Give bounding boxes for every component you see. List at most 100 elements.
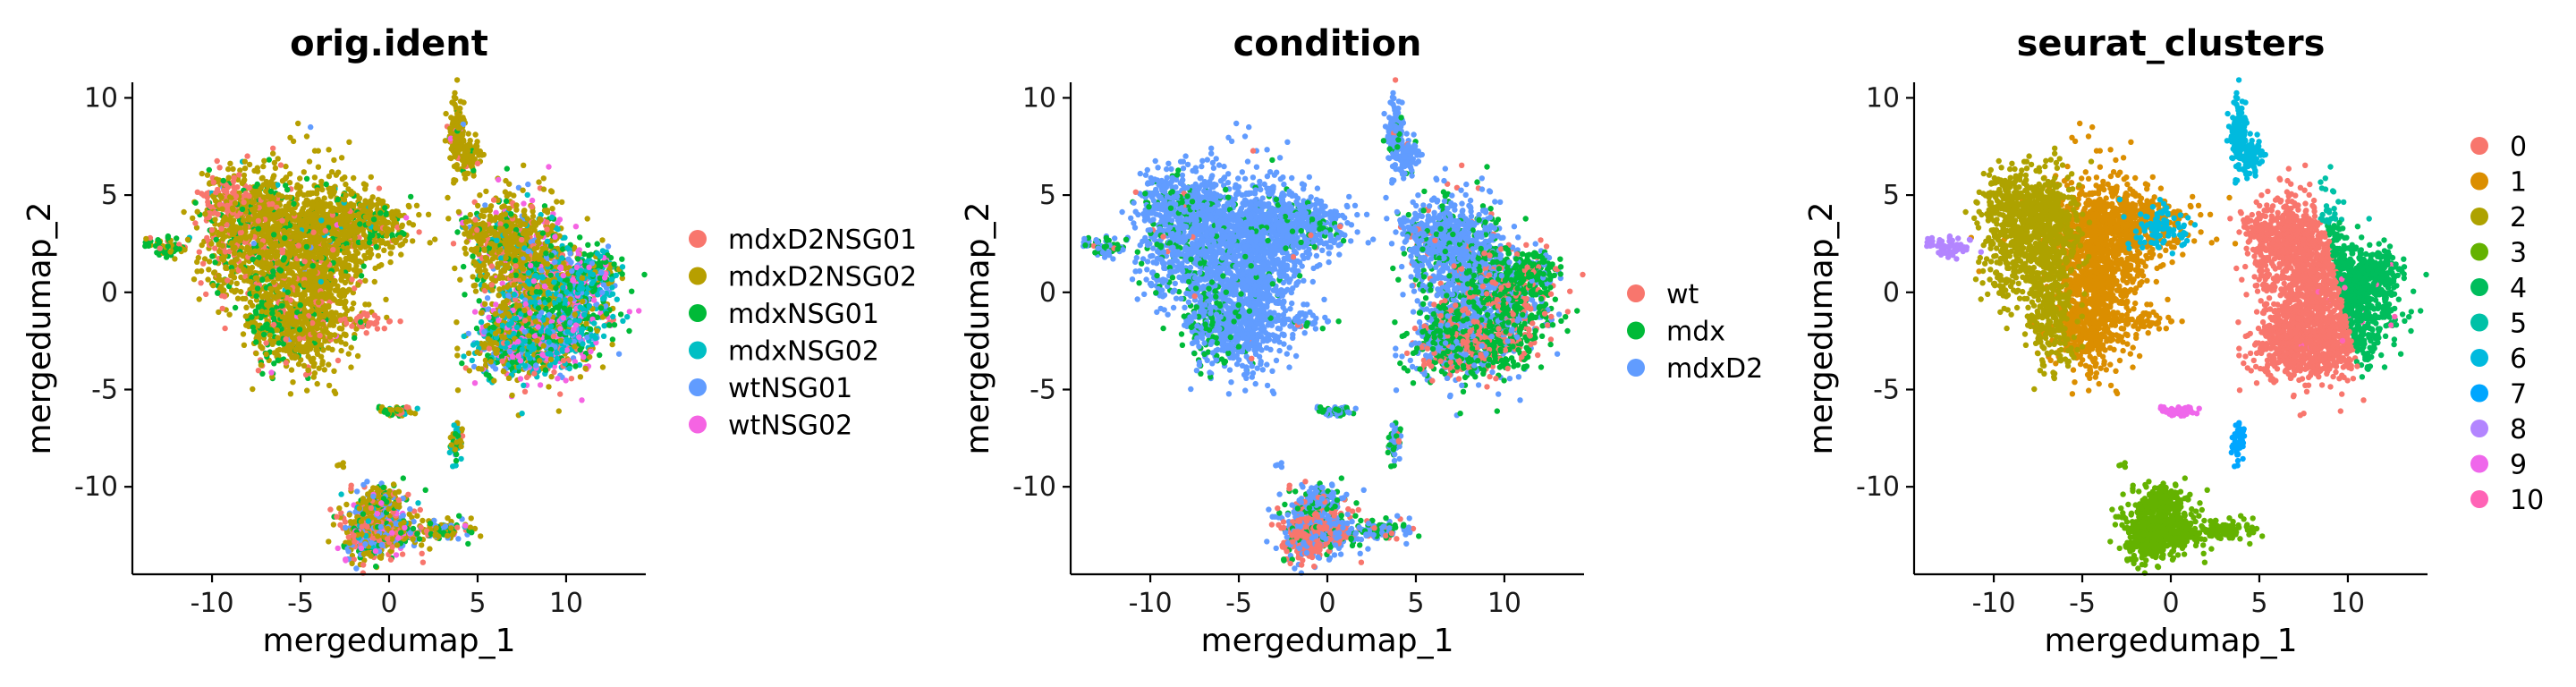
data-point xyxy=(557,391,564,397)
data-point xyxy=(190,215,196,222)
data-point xyxy=(319,186,326,193)
data-point xyxy=(252,204,258,211)
data-point xyxy=(259,260,266,267)
data-point xyxy=(471,309,479,315)
data-point xyxy=(534,261,540,268)
data-point xyxy=(480,262,487,268)
data-point xyxy=(505,293,512,299)
data-point xyxy=(242,165,249,172)
data-point xyxy=(327,273,334,279)
data-point xyxy=(287,391,294,397)
data-point xyxy=(326,237,333,244)
data-point xyxy=(326,147,332,153)
data-point xyxy=(387,250,394,257)
data-point xyxy=(308,190,314,196)
data-point xyxy=(403,215,410,221)
data-point xyxy=(206,166,212,174)
data-point xyxy=(318,178,325,185)
data-point xyxy=(292,346,299,353)
data-point xyxy=(342,273,348,279)
data-point xyxy=(387,259,394,266)
data-point xyxy=(269,310,275,317)
data-point xyxy=(432,236,438,242)
data-point xyxy=(375,252,382,259)
data-point xyxy=(267,298,274,304)
data-point xyxy=(480,213,487,219)
data-point xyxy=(482,274,489,280)
data-point xyxy=(551,369,557,376)
data-point xyxy=(274,327,280,334)
data-point xyxy=(269,182,276,188)
data-point xyxy=(341,331,347,337)
data-point xyxy=(297,313,303,319)
data-point xyxy=(549,206,555,212)
data-point xyxy=(544,208,550,214)
data-point xyxy=(286,345,292,352)
data-point xyxy=(227,160,233,166)
data-point xyxy=(517,376,524,382)
data-point xyxy=(246,184,252,191)
data-point xyxy=(465,350,472,357)
data-point xyxy=(205,276,211,283)
data-point xyxy=(275,322,283,328)
data-point xyxy=(291,210,297,216)
data-point xyxy=(206,259,213,265)
data-point xyxy=(546,291,552,297)
data-point xyxy=(600,333,607,339)
data-point xyxy=(378,262,385,268)
data-point xyxy=(504,297,510,304)
data-point xyxy=(326,287,332,293)
data-point xyxy=(500,275,506,281)
data-point xyxy=(203,291,209,298)
data-point xyxy=(502,302,508,309)
data-point xyxy=(540,186,547,192)
data-point xyxy=(283,336,289,343)
panel-title: orig.ident xyxy=(290,23,488,64)
data-point xyxy=(306,158,313,165)
data-point xyxy=(397,318,403,325)
data-point xyxy=(584,216,590,222)
data-point xyxy=(491,216,498,224)
data-point xyxy=(192,220,199,226)
data-point xyxy=(318,291,325,297)
data-point xyxy=(520,266,527,272)
data-point xyxy=(482,301,488,308)
data-point xyxy=(539,230,547,236)
data-point xyxy=(248,278,254,285)
data-point xyxy=(318,217,325,224)
data-point xyxy=(457,276,463,283)
data-point xyxy=(224,202,231,208)
data-point xyxy=(281,227,287,234)
data-point xyxy=(232,304,239,311)
data-point xyxy=(326,218,333,225)
data-point xyxy=(315,299,322,306)
data-point xyxy=(232,250,238,257)
data-point xyxy=(476,298,482,304)
data-point xyxy=(352,254,359,260)
data-point xyxy=(286,253,293,259)
data-point xyxy=(155,237,161,243)
data-point xyxy=(554,199,560,205)
data-point xyxy=(373,243,379,250)
data-point xyxy=(297,344,304,350)
data-point xyxy=(250,324,256,331)
data-point xyxy=(165,243,171,250)
data-point xyxy=(506,205,513,212)
data-point xyxy=(286,194,293,200)
data-point xyxy=(486,314,492,320)
data-point xyxy=(246,193,252,199)
data-point xyxy=(496,176,502,183)
data-point xyxy=(273,254,279,260)
data-point xyxy=(483,371,489,377)
data-point xyxy=(299,222,306,228)
data-point xyxy=(466,368,472,374)
data-point xyxy=(310,330,317,336)
data-point xyxy=(343,222,350,228)
data-point xyxy=(239,206,246,213)
umap-panel-1: orig.ident-10 -5 0 5 101050-5-10mergedumap_1… xyxy=(21,23,917,659)
data-point xyxy=(416,211,422,218)
data-point xyxy=(454,229,461,235)
data-point xyxy=(244,153,250,159)
data-point xyxy=(263,340,269,346)
data-point xyxy=(254,285,261,292)
